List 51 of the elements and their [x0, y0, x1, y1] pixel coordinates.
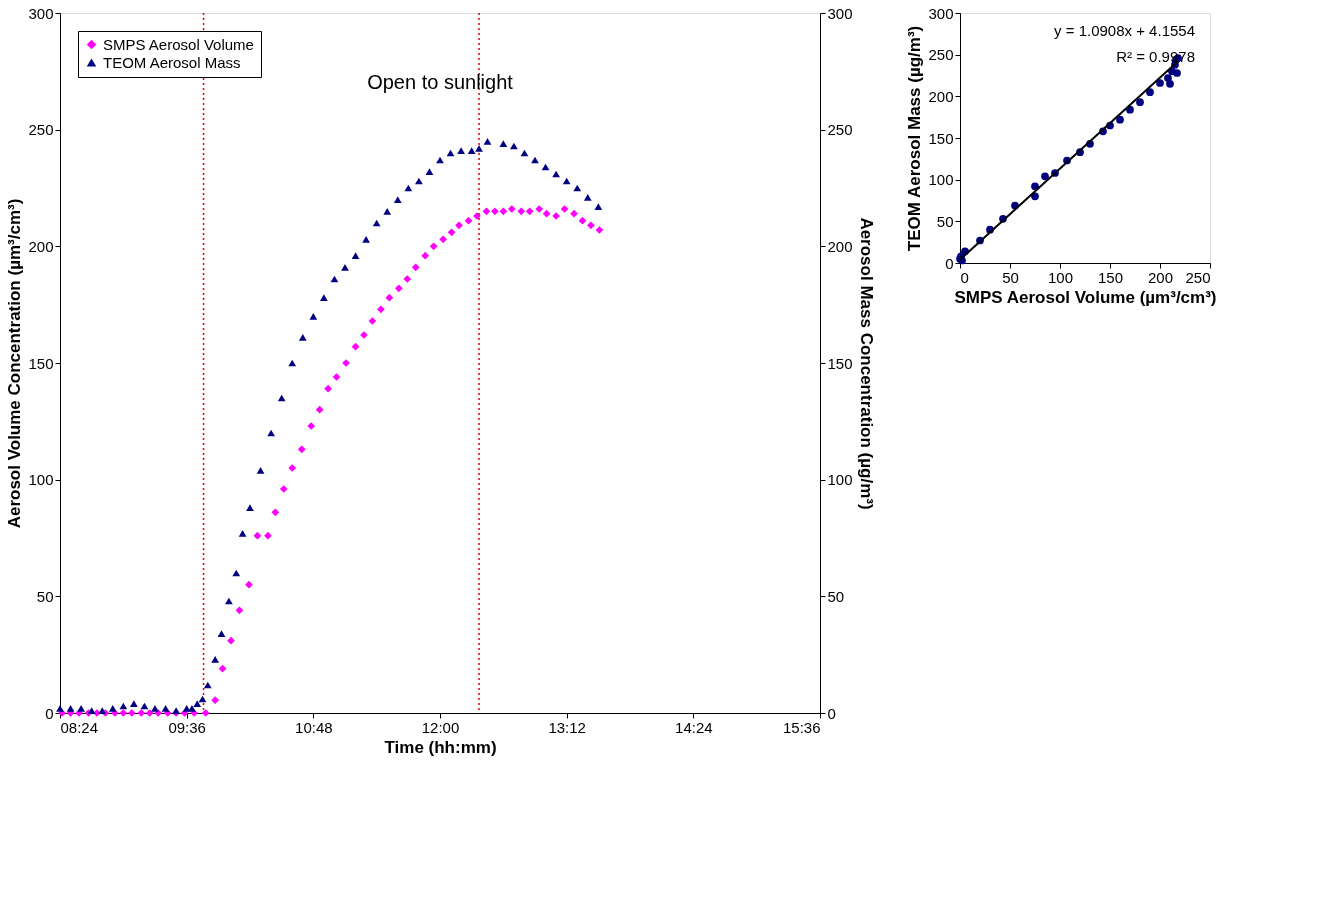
x-tick-label: 14:24: [675, 718, 713, 736]
x-tick-label: 150: [1097, 268, 1124, 286]
y-tick-label: 100: [928, 171, 954, 189]
x-tick-label: 08:24: [60, 718, 99, 736]
y2-tick-label: 150: [827, 354, 853, 372]
x-tick-label: 0: [960, 268, 969, 286]
y2-tick-label: 0: [827, 704, 836, 722]
legend-label: TEOM Aerosol Mass: [103, 53, 241, 71]
point: [1116, 115, 1124, 124]
y-tick-label: 250: [928, 46, 954, 64]
point: [1156, 79, 1164, 87]
x-tick-label: 09:36: [168, 718, 206, 736]
point: [1136, 98, 1144, 107]
y-tick-label: 100: [28, 471, 54, 489]
x-tick-label: 50: [1002, 268, 1019, 286]
y2-tick-label: 100: [827, 471, 853, 489]
y-axis-title: Aerosol Volume Concentration (µm³/cm³): [5, 198, 25, 529]
x-tick-label: 250: [1185, 268, 1211, 286]
point: [1173, 69, 1181, 77]
y2-tick-label: 50: [827, 587, 845, 605]
point: [1166, 79, 1174, 88]
y-axis-title: TEOM Aerosol Mass (µg/m³): [905, 25, 925, 252]
x-tick-label: 12:00: [421, 718, 460, 736]
y2-axis-title: Aerosol Mass Concentration (µg/m³): [856, 217, 876, 510]
annotation: y = 1.0908x + 4.1554: [1054, 22, 1195, 39]
y-tick-label: 200: [928, 87, 954, 105]
x-axis-title: SMPS Aerosol Volume (µm³/cm³): [954, 287, 1217, 307]
y-tick-label: 200: [28, 237, 54, 255]
y-tick-label: 250: [28, 121, 54, 139]
y2-tick-label: 250: [827, 121, 853, 139]
x-axis-title: Time (hh:mm): [384, 737, 497, 757]
y-tick-label: 300: [28, 4, 54, 22]
legend-label: SMPS Aerosol Volume: [103, 35, 254, 53]
x-tick-label: 15:36: [782, 718, 821, 736]
y-tick-label: 150: [28, 354, 54, 372]
y-tick-label: 150: [928, 129, 954, 147]
x-tick-label: 13:12: [548, 718, 586, 736]
y-tick-label: 50: [36, 587, 54, 605]
x-tick-label: 100: [1047, 268, 1074, 286]
annotation: R² = 0.9978: [1116, 48, 1195, 65]
y-tick-label: 0: [945, 254, 954, 272]
y2-tick-label: 300: [827, 4, 853, 22]
y-tick-label: 300: [928, 4, 954, 22]
point: [1041, 172, 1049, 181]
y-tick-label: 50: [936, 212, 954, 230]
x-tick-label: 200: [1147, 268, 1174, 286]
y-tick-label: 0: [45, 704, 54, 722]
y2-tick-label: 200: [827, 237, 853, 255]
point: [1031, 182, 1039, 191]
x-tick-label: 10:48: [295, 718, 333, 736]
annotation: Open to sunlight: [367, 71, 514, 93]
